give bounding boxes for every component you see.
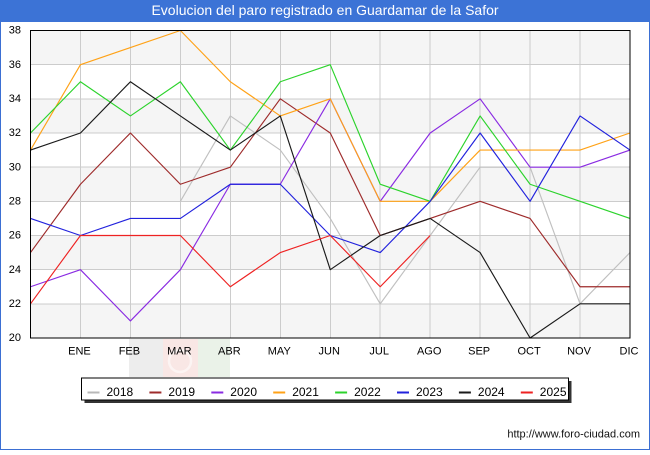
svg-text:NOV: NOV [567, 346, 592, 358]
svg-text:2025: 2025 [540, 385, 567, 399]
svg-text:2022: 2022 [354, 385, 381, 399]
svg-text:DIC: DIC [620, 346, 639, 358]
svg-text:2021: 2021 [292, 385, 319, 399]
svg-text:OCT: OCT [517, 346, 541, 358]
svg-text:20: 20 [9, 332, 21, 344]
svg-text:ENE: ENE [68, 346, 91, 358]
svg-text:22: 22 [9, 298, 21, 310]
svg-text:FEB: FEB [119, 346, 140, 358]
svg-text:38: 38 [9, 25, 21, 37]
svg-text:SEP: SEP [468, 346, 490, 358]
svg-text:2018: 2018 [107, 385, 134, 399]
svg-text:28: 28 [9, 196, 21, 208]
svg-text:AGO: AGO [417, 346, 442, 358]
svg-text:2024: 2024 [478, 385, 505, 399]
svg-text:36: 36 [9, 59, 21, 71]
svg-text:JUL: JUL [369, 346, 389, 358]
svg-text:24: 24 [9, 264, 21, 276]
svg-text:26: 26 [9, 230, 21, 242]
svg-text:2020: 2020 [230, 385, 257, 399]
svg-text:2023: 2023 [416, 385, 443, 399]
svg-text:30: 30 [9, 161, 21, 173]
svg-text:34: 34 [9, 93, 21, 105]
svg-text:32: 32 [9, 127, 21, 139]
svg-text:MAR: MAR [167, 346, 192, 358]
svg-text:http://www.foro-ciudad.com: http://www.foro-ciudad.com [507, 429, 640, 441]
svg-text:ABR: ABR [218, 346, 241, 358]
svg-text:JUN: JUN [319, 346, 340, 358]
svg-text:2019: 2019 [168, 385, 195, 399]
svg-text:MAY: MAY [268, 346, 292, 358]
